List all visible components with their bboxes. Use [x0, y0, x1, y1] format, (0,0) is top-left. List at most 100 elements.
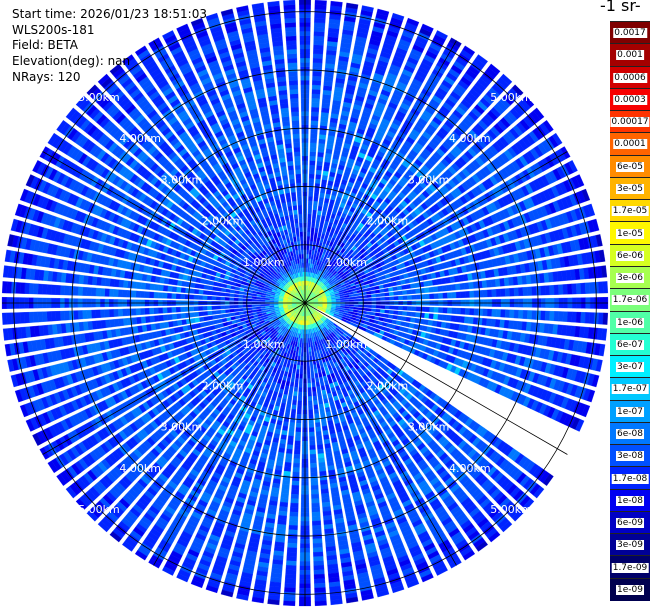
range-bin: [308, 200, 313, 206]
range-bin: [382, 317, 389, 323]
range-bin: [558, 284, 564, 295]
range-bin: [320, 120, 328, 127]
range-bin: [318, 196, 324, 203]
range-bin: [313, 191, 319, 198]
range-bin: [370, 290, 376, 294]
range-bin: [314, 350, 318, 356]
range-bin: [384, 296, 390, 301]
range-bin: [313, 573, 325, 580]
range-bin: [315, 426, 322, 432]
range-bin: [305, 333, 308, 339]
range-bin: [383, 313, 390, 319]
range-bin: [299, 378, 303, 384]
range-bin: [307, 329, 310, 335]
range-bin: [312, 205, 318, 211]
range-bin: [406, 289, 412, 295]
range-bin: [433, 293, 439, 299]
range-bin: [307, 373, 311, 379]
range-bin: [369, 283, 375, 288]
range-bin: [306, 356, 310, 362]
range-bin: [401, 284, 407, 290]
range-bin: [313, 364, 317, 370]
range-bin: [375, 305, 381, 309]
range-bin: [316, 439, 323, 446]
range-bin: [352, 290, 358, 294]
range-bin: [309, 249, 312, 255]
range-bin: [396, 285, 403, 291]
range-bin: [366, 291, 372, 295]
range-bin: [289, 511, 299, 517]
range-bin: [313, 196, 319, 202]
range-bin: [351, 314, 358, 319]
range-bin: [285, 408, 291, 414]
range-bin: [310, 346, 314, 352]
range-bin: [301, 351, 304, 357]
range-bin: [376, 8, 390, 17]
range-bin: [388, 310, 394, 315]
range-bin: [317, 232, 322, 239]
range-bin: [307, 262, 311, 268]
range-bin: [315, 431, 322, 437]
range-bin: [531, 310, 537, 320]
range-bin: [320, 233, 325, 239]
range-bin: [290, 498, 299, 504]
range-bin: [349, 296, 355, 300]
range-bin: [287, 538, 298, 544]
range-bin: [424, 306, 430, 313]
range-bin: [315, 169, 322, 175]
range-bin: [307, 333, 310, 339]
range-bin: [459, 316, 465, 323]
range-bin: [301, 342, 304, 348]
range-bin: [407, 295, 413, 300]
range-bin: [393, 296, 399, 301]
range-bin: [312, 80, 322, 86]
range-bin: [410, 311, 417, 317]
range-bin: [544, 310, 551, 321]
range-bin: [296, 369, 300, 375]
range-bin: [305, 271, 308, 277]
range-bin: [428, 313, 434, 320]
range-bin: [314, 373, 319, 379]
range-bin: [438, 292, 444, 299]
range-bin: [348, 294, 354, 298]
range-bin: [311, 516, 321, 522]
range-bin: [509, 287, 515, 297]
range-bin: [392, 286, 398, 291]
range-bin: [314, 368, 318, 374]
range-bin: [322, 301, 328, 303]
range-bin: [357, 292, 363, 296]
range-bin: [487, 308, 493, 317]
range-bin: [315, 381, 321, 388]
range-bin: [398, 295, 404, 301]
range-bin: [314, 4, 327, 10]
range-bin: [297, 400, 302, 406]
range-bin: [314, 227, 319, 233]
range-bin: [314, 13, 326, 19]
range-bin: [402, 295, 408, 300]
range-bin: [310, 236, 314, 242]
range-bin: [283, 470, 291, 477]
range-bin: [364, 317, 371, 322]
range-bin: [312, 395, 318, 401]
range-bin: [308, 405, 313, 411]
range-bin: [306, 249, 309, 255]
range-bin: [305, 329, 308, 335]
range-bin: [284, 582, 296, 589]
range-bin: [320, 479, 328, 486]
range-bin: [575, 311, 582, 323]
range-bin: [318, 462, 326, 468]
range-bin: [292, 368, 296, 374]
range-bin: [286, 444, 293, 450]
range-bin: [309, 436, 316, 442]
range-bin: [518, 309, 524, 319]
range-bin: [544, 285, 551, 296]
range-bin: [310, 138, 317, 144]
range-bin: [433, 307, 439, 313]
range-bin: [460, 308, 466, 315]
range-bin: [312, 525, 322, 531]
range-bin: [318, 138, 326, 144]
range-bin: [318, 457, 325, 463]
range-bin: [308, 191, 314, 197]
range-bin: [415, 312, 421, 318]
range-bin: [296, 409, 302, 415]
